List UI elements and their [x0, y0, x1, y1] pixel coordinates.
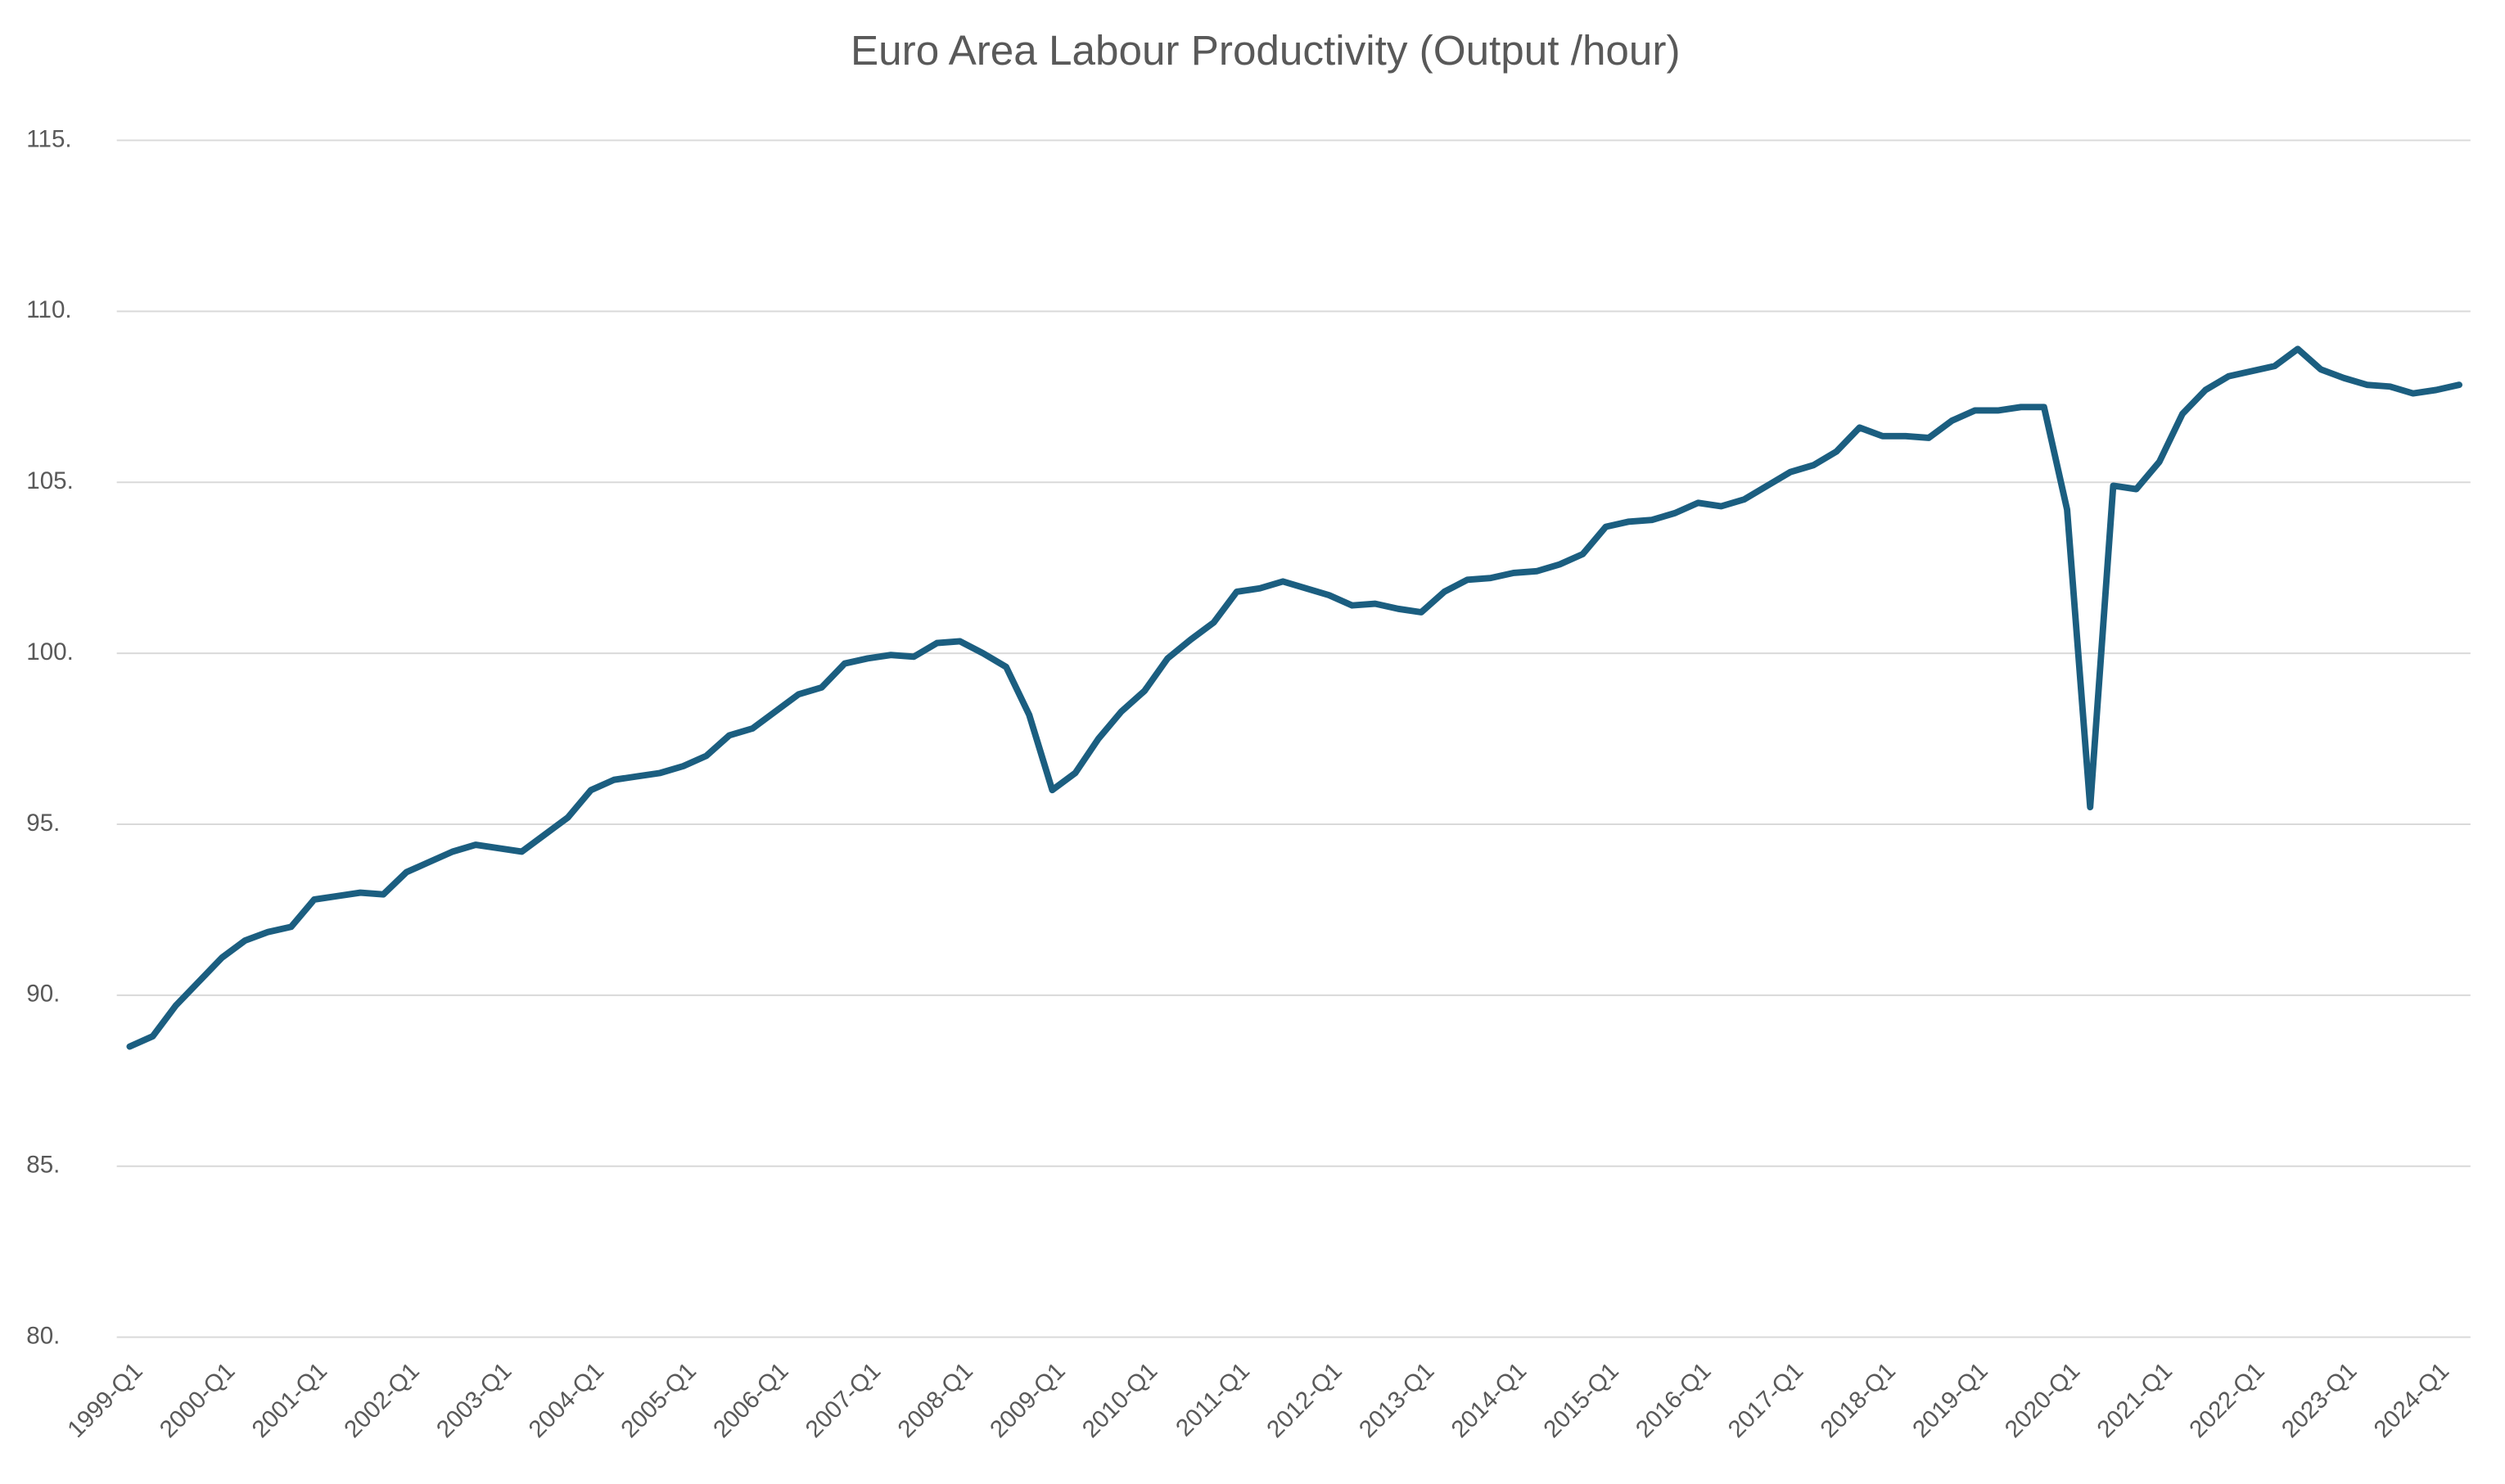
x-tick-label: 2011-Q1: [1171, 1357, 1255, 1441]
x-tick-label: 2010-Q1: [1077, 1357, 1163, 1443]
y-tick-label: 110.: [26, 296, 71, 323]
x-tick-label: 2016-Q1: [1631, 1357, 1717, 1443]
y-tick-label: 115.: [26, 125, 71, 152]
x-tick-label: 2003-Q1: [431, 1357, 517, 1443]
y-tick-label: 80.: [26, 1322, 60, 1349]
data-line: [126, 345, 2462, 1050]
x-tick-label: 2002-Q1: [339, 1357, 425, 1443]
y-tick-label: 85.: [26, 1152, 60, 1179]
x-tick-label: 2019-Q1: [1907, 1357, 1993, 1443]
x-tick-label: 1999-Q1: [62, 1357, 148, 1443]
y-tick-label: 100.: [26, 638, 74, 665]
x-tick-label: 2023-Q1: [2277, 1357, 2363, 1443]
x-tick-label: 2012-Q1: [1262, 1357, 1347, 1443]
x-tick-label: 2018-Q1: [1815, 1357, 1901, 1443]
chart-title: Euro Area Labour Productivity (Output /h…: [851, 27, 1681, 74]
y-tick-label: 105.: [26, 467, 74, 494]
x-tick-label: 2020-Q1: [2000, 1357, 2086, 1443]
x-tick-label: 2004-Q1: [524, 1357, 610, 1443]
y-tick-label: 90.: [26, 981, 60, 1008]
x-tick-label: 2007-Q1: [801, 1357, 887, 1443]
x-tick-label: 2015-Q1: [1538, 1357, 1624, 1443]
x-tick-label: 2008-Q1: [892, 1357, 978, 1443]
x-tick-label: 2005-Q1: [616, 1357, 702, 1443]
y-tick-label: 95.: [26, 810, 60, 837]
x-tick-label: 2021-Q1: [2092, 1357, 2178, 1443]
x-tick-label: 2006-Q1: [708, 1357, 794, 1443]
x-tick-label: 2013-Q1: [1354, 1357, 1440, 1443]
x-tick-label: 2000-Q1: [155, 1357, 241, 1443]
x-tick-label: 2001-Q1: [246, 1357, 332, 1443]
x-tick-label: 2009-Q1: [985, 1357, 1071, 1443]
x-tick-label: 2017-Q1: [1723, 1357, 1809, 1443]
x-tick-label: 2022-Q1: [2184, 1357, 2270, 1443]
x-tick-label: 2024-Q1: [2369, 1357, 2455, 1443]
x-tick-label: 2014-Q1: [1447, 1357, 1532, 1443]
